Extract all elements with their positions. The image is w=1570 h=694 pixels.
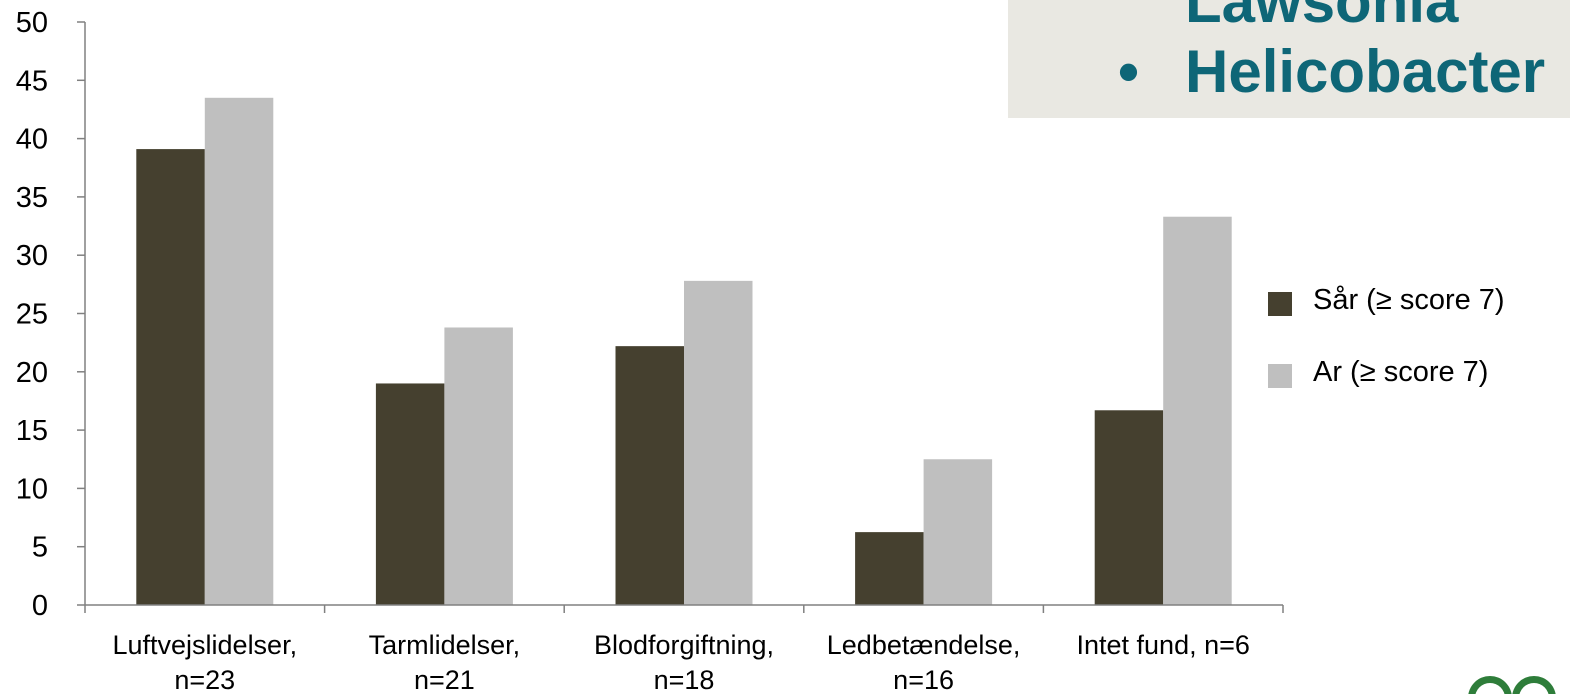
bar	[1163, 216, 1232, 606]
x-category-label: Blodforgiftning,	[594, 630, 774, 660]
y-tick-label: 40	[16, 124, 48, 156]
x-axis: Luftvejslidelser, n=23 Tarmlidelser, n=21 Bl…	[84, 604, 1284, 694]
legend-swatch	[1268, 292, 1292, 316]
legend-label: Sår (≥ score 7)	[1313, 284, 1505, 316]
bar	[684, 280, 753, 605]
bars	[136, 97, 1232, 606]
y-tick-label: 25	[16, 299, 48, 331]
x-category-label: Ledbetændelse,	[827, 630, 1021, 660]
x-category-label: Intet fund, n=6	[1077, 630, 1250, 660]
x-category-label: Tarmlidelser,	[369, 630, 521, 660]
y-tick-label: 10	[16, 473, 48, 505]
legend-label: Ar (≥ score 7)	[1313, 356, 1488, 388]
bullet-icon: •	[1118, 38, 1140, 105]
y-tick-label: 0	[32, 590, 48, 622]
y-tick-label: 45	[16, 65, 48, 97]
y-tick-label: 50	[16, 7, 48, 39]
bar	[375, 383, 445, 605]
x-category-label: n=18	[654, 665, 715, 694]
y-tick-label: 30	[16, 240, 48, 272]
bar	[1094, 410, 1164, 605]
overlay-panel	[1008, 0, 1570, 118]
bar	[136, 149, 205, 605]
bar	[204, 97, 274, 605]
x-category-label: Luftvejslidelser,	[112, 630, 297, 660]
y-tick-label: 35	[16, 182, 48, 214]
seal-logo-icon	[1468, 676, 1556, 694]
x-category-label: n=16	[893, 665, 954, 694]
y-axis: 0 5 10 15 20 25 30 35 40 45 50	[16, 7, 86, 622]
legend: Sår (≥ score 7) Ar (≥ score 7)	[1268, 284, 1505, 388]
bar	[444, 327, 513, 605]
y-tick-label: 20	[16, 357, 48, 389]
overlay-item-helicobacter: Helicobacter	[1185, 38, 1546, 105]
x-category-label: n=23	[174, 665, 235, 694]
y-tick-label: 5	[32, 532, 48, 564]
overlay-item-lawsonia: Lawsonia	[1185, 0, 1459, 35]
bar	[923, 459, 993, 605]
bar	[855, 532, 924, 605]
bar	[615, 346, 684, 605]
x-category-label: n=21	[414, 665, 475, 694]
y-tick-label: 15	[16, 415, 48, 447]
legend-swatch	[1268, 364, 1292, 388]
